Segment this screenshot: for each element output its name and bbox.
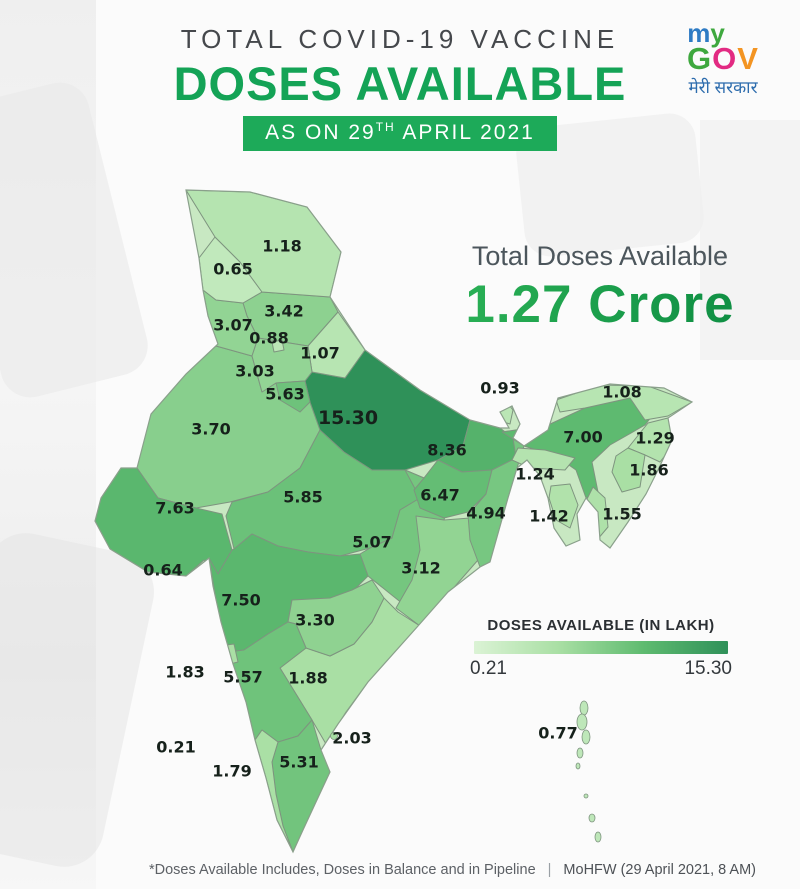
andaman-nicobar-islands [583,793,589,799]
andaman-nicobar-islands [594,831,602,843]
value-label-chhattisgarh: 5.07 [352,532,392,552]
value-label-rajasthan: 3.70 [191,419,231,439]
page-title-line1: TOTAL COVID-19 VACCINE [180,24,620,54]
total-doses-label: Total Doses Available [471,241,729,271]
andaman-nicobar-islands [576,713,588,731]
logo-letter-o: O [712,41,738,77]
value-label-madhya-pradesh: 5.85 [283,487,323,507]
value-label-arunachal-pradesh: 1.08 [602,382,642,402]
value-label-west-bengal: 4.94 [466,503,506,523]
value-label-meghalaya: 1.24 [515,464,555,484]
legend-range: 0.21 15.30 [470,658,732,680]
value-label-mizoram: 1.55 [602,504,642,524]
value-label-andaman-and-nicobar: 0.77 [538,723,578,743]
value-label-lakshadweep: 0.21 [156,737,196,757]
logo-tagline: मेरी सरकार [688,77,758,97]
value-label-dadra-nagar-haveli-daman-diu: 0.64 [143,560,183,580]
logo-letter-y: y [710,18,725,48]
value-label-goa: 1.83 [165,662,205,682]
value-label-assam: 7.00 [563,427,603,447]
value-label-sikkim: 0.93 [480,378,520,398]
legend: DOSES AVAILABLE (IN LAKH) 0.21 15.30 [468,617,734,680]
state-chandigarh [271,339,285,353]
puducherry-dot [330,732,338,740]
andaman-nicobar-islands [575,762,581,770]
state-manipur [611,447,646,493]
andaman-nicobar-islands [581,729,591,745]
state-tripura [548,483,579,529]
header: TOTAL COVID-19 VACCINE DOSES AVAILABLE A… [0,24,800,151]
value-label-himachal-pradesh: 3.42 [264,301,304,321]
value-label-ladakh: 1.18 [262,236,302,256]
value-label-uttar-pradesh: 15.30 [317,407,379,429]
mygov-logo: my GOV मेरी सरकार [658,18,788,97]
value-label-telangana: 3.30 [295,610,335,630]
value-label-punjab: 3.07 [213,315,253,335]
value-label-bihar: 8.36 [427,440,467,460]
value-label-tripura: 1.42 [529,506,569,526]
logo-gov: GOV [658,43,788,76]
value-label-odisha: 3.12 [401,558,441,578]
total-doses-value: 1.27 Crore [420,274,780,335]
value-label-jharkhand: 6.47 [420,485,460,505]
value-label-puducherry: 2.03 [332,728,372,748]
date-suffix: APRIL 2021 [395,121,535,144]
footer-note: *Doses Available Includes, Doses in Bala… [148,862,536,878]
date-prefix: AS ON 29 [265,121,376,144]
state-delhi [275,380,311,413]
state-haryana [251,337,313,393]
value-label-delhi: 5.63 [265,384,305,404]
value-label-tamil-nadu: 5.31 [279,752,319,772]
footer-separator: | [547,862,552,878]
value-label-karnataka: 5.57 [223,667,263,687]
legend-gradient-bar [474,641,728,654]
total-doses-block: Total Doses Available 1.27 Crore [420,241,780,335]
value-label-maharashtra: 7.50 [221,590,261,610]
footer: *Doses Available Includes, Doses in Bala… [0,862,800,878]
logo-letter-v: V [737,41,759,77]
andaman-nicobar-islands [588,813,596,823]
value-label-manipur: 1.86 [629,460,669,480]
logo-letter-g: G [687,41,713,77]
value-label-nagaland: 1.29 [635,428,675,448]
value-label-uttarakhand: 1.07 [300,343,340,363]
legend-title: DOSES AVAILABLE (IN LAKH) [487,617,715,634]
background-photo-right [700,120,800,360]
date-banner: AS ON 29TH APRIL 2021 [243,116,557,151]
logo-letter-m: m [687,18,711,48]
footer-source: MoHFW (29 April 2021, 8 AM) [563,862,757,878]
value-label-andhra-pradesh: 1.88 [288,668,328,688]
value-label-kerala: 1.79 [212,761,252,781]
value-label-chandigarh: 0.88 [249,328,289,348]
legend-min: 0.21 [470,658,507,679]
value-label-jammu-and-kashmir: 0.65 [213,259,253,279]
date-ordinal: TH [375,120,396,134]
legend-max: 15.30 [684,658,732,679]
logo-my: my [658,18,754,48]
andaman-nicobar-islands [576,747,584,759]
value-label-haryana: 3.03 [235,361,275,381]
india-outline [94,189,694,854]
value-label-gujarat: 7.63 [155,498,195,518]
page-title-line2: DOSES AVAILABLE [173,57,627,110]
